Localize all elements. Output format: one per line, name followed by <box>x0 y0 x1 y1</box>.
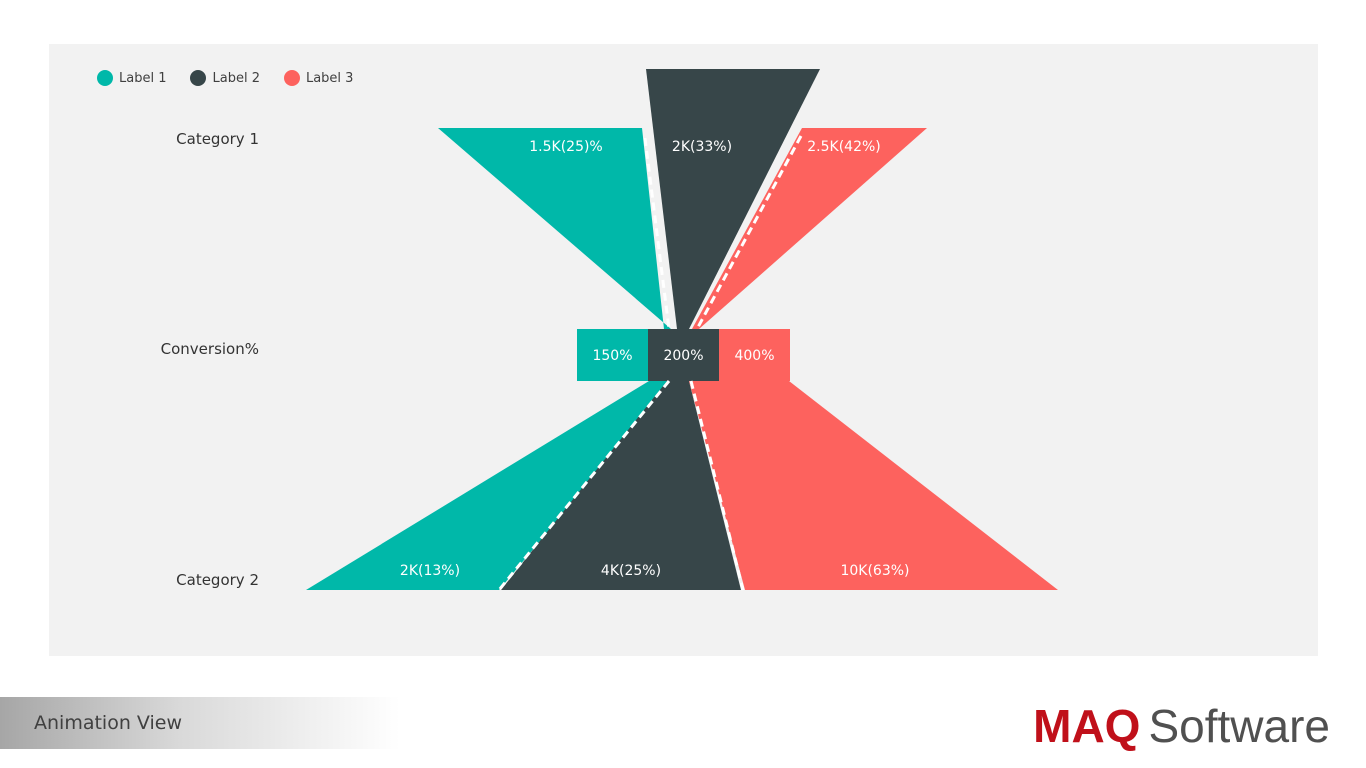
legend-item-label-1[interactable]: Label 1 <box>97 70 166 86</box>
conversion-value-label-1: 150% <box>592 348 632 364</box>
legend-dot-label-2 <box>190 70 207 86</box>
category-2-label: Category 2 <box>176 571 259 589</box>
top-data-label-1: 1.5K(25)% <box>529 139 603 155</box>
logo-software-text: Software <box>1148 700 1330 752</box>
chart-panel: Label 1 Label 2 Label 3 Category 1 Conve… <box>49 44 1318 656</box>
footer-view-label: Animation View <box>34 712 182 734</box>
top-divider-2 <box>695 135 803 330</box>
conversion-box-label-2 <box>648 329 719 381</box>
top-wedge-label-1 <box>438 128 671 329</box>
legend-label-3-text: Label 3 <box>305 70 354 86</box>
conversion-value-label-2: 200% <box>663 348 703 364</box>
category-1-label: Category 1 <box>176 130 259 148</box>
top-wedge-label-3 <box>692 128 927 329</box>
legend-item-label-3[interactable]: Label 3 <box>283 70 354 86</box>
bottom-divider-2 <box>689 380 745 591</box>
bottom-divider-1 <box>497 380 671 591</box>
legend-label-2-text: Label 2 <box>212 70 260 86</box>
top-data-label-3: 2.5K(42%) <box>807 139 881 155</box>
bottom-wedge-label-2 <box>501 381 741 590</box>
legend-label-1-text: Label 1 <box>119 70 167 86</box>
legend-item-label-2[interactable]: Label 2 <box>190 70 260 86</box>
footer-band <box>0 697 400 749</box>
funnel-chart: 1.5K(25)% 2K(33%) 2.5K(42%) 150% 200% 400% 2K(… <box>306 69 1058 591</box>
legend-dot-label-3 <box>283 70 300 86</box>
conversion-box-label-3 <box>719 329 790 381</box>
chart-legend: Label 1 Label 2 Label 3 <box>97 70 377 86</box>
bottom-data-label-1: 2K(13%) <box>400 563 460 579</box>
top-divider-1 <box>643 137 671 330</box>
logo-maq-text: MAQ <box>1033 700 1141 752</box>
conversion-box-label-1 <box>577 329 648 381</box>
legend-dot-label-1 <box>97 70 113 86</box>
bottom-data-label-3: 10K(63%) <box>840 563 909 579</box>
bottom-wedge-label-1 <box>306 381 674 590</box>
maq-software-logo: MAQ Software <box>1033 696 1330 756</box>
conversion-label: Conversion% <box>160 340 259 358</box>
conversion-value-label-3: 400% <box>734 348 774 364</box>
bottom-wedge-label-3 <box>689 381 1058 590</box>
bottom-data-label-2: 4K(25%) <box>601 563 661 579</box>
top-wedge-label-2 <box>646 69 820 329</box>
top-data-label-2: 2K(33%) <box>672 139 732 155</box>
